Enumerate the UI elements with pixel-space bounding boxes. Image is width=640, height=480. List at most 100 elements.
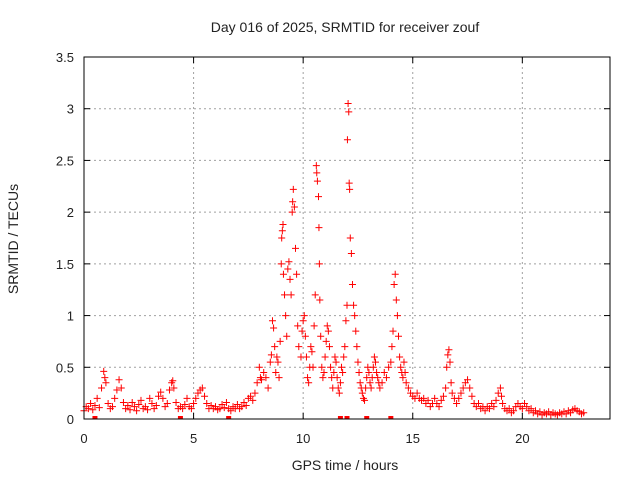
data-point xyxy=(457,389,465,397)
data-point xyxy=(146,394,154,402)
data-point xyxy=(93,394,101,402)
data-point xyxy=(302,353,310,361)
data-point xyxy=(390,281,398,289)
data-point xyxy=(397,363,405,371)
data-point xyxy=(284,265,292,273)
data-point xyxy=(459,384,467,392)
data-point xyxy=(271,343,279,351)
data-point xyxy=(350,301,358,309)
data-point xyxy=(439,392,447,400)
data-point xyxy=(316,296,324,304)
axis-ticks xyxy=(83,56,610,420)
data-point xyxy=(343,136,351,144)
data-point xyxy=(318,363,326,371)
near-zero-marker xyxy=(226,416,232,419)
data-point xyxy=(446,358,454,366)
data-point xyxy=(233,401,241,409)
plot-frame xyxy=(83,56,611,420)
tick-labels: 0 0.5 1 1.5 2 2.5 3 3.5 0 5 10 15 20 xyxy=(56,50,530,446)
data-point xyxy=(518,405,526,413)
data-point xyxy=(399,374,407,382)
data-point xyxy=(325,343,333,351)
data-point xyxy=(267,351,275,359)
data-point xyxy=(304,374,312,382)
data-point xyxy=(494,389,502,397)
data-point xyxy=(392,296,400,304)
data-point xyxy=(354,358,362,366)
data-point xyxy=(247,392,255,400)
data-point xyxy=(170,384,178,392)
data-point xyxy=(190,399,198,407)
data-point xyxy=(133,407,141,415)
data-point xyxy=(317,332,325,340)
data-point xyxy=(356,379,364,387)
data-point xyxy=(126,406,134,414)
data-point xyxy=(298,327,306,335)
data-point xyxy=(327,363,335,371)
data-point xyxy=(370,353,378,361)
data-point xyxy=(169,377,177,385)
data-point xyxy=(300,312,308,320)
data-point xyxy=(391,270,399,278)
data-point xyxy=(115,376,123,384)
data-point xyxy=(216,405,224,413)
data-point xyxy=(222,398,230,406)
data-point xyxy=(255,363,263,371)
data-point xyxy=(251,389,259,397)
data-point xyxy=(320,368,328,376)
data-point xyxy=(442,384,450,392)
near-zero-marker xyxy=(177,416,183,419)
data-point xyxy=(198,384,206,392)
data-point xyxy=(315,193,323,201)
data-point xyxy=(492,396,500,404)
data-point xyxy=(278,234,286,242)
data-point xyxy=(309,363,317,371)
data-point xyxy=(286,275,294,283)
data-point xyxy=(287,291,295,299)
data-point xyxy=(369,363,377,371)
data-point xyxy=(308,348,316,356)
data-point xyxy=(117,384,125,392)
data-point xyxy=(285,258,293,266)
data-point xyxy=(389,327,397,335)
data-point xyxy=(376,384,384,392)
data-point xyxy=(102,379,110,387)
data-point xyxy=(275,374,283,382)
data-point xyxy=(340,353,348,361)
data-point xyxy=(238,403,246,411)
data-point xyxy=(165,386,173,394)
data-point xyxy=(84,405,92,413)
data-point xyxy=(315,224,323,232)
data-point xyxy=(295,343,303,351)
data-point xyxy=(444,351,452,359)
data-point xyxy=(505,405,513,413)
data-point xyxy=(348,281,356,289)
data-point xyxy=(468,392,476,400)
data-point xyxy=(353,343,361,351)
data-point xyxy=(335,389,343,397)
y-tick-label: 1 xyxy=(67,309,74,324)
data-point xyxy=(159,394,167,402)
data-point xyxy=(466,384,474,392)
data-point xyxy=(258,376,266,384)
data-point xyxy=(490,403,498,411)
data-point xyxy=(101,374,109,382)
data-point xyxy=(290,203,298,211)
data-point xyxy=(378,379,386,387)
near-zero-marker xyxy=(92,416,98,419)
data-point xyxy=(163,399,171,407)
data-point xyxy=(282,312,290,320)
data-point xyxy=(510,407,518,415)
data-point xyxy=(270,324,278,332)
data-point xyxy=(95,404,103,412)
data-point xyxy=(338,363,346,371)
data-point xyxy=(431,394,439,402)
chart-title: Day 016 of 2025, SRMTID for receiver zou… xyxy=(211,19,480,35)
data-point xyxy=(288,208,296,216)
data-point xyxy=(358,389,366,397)
data-point xyxy=(279,270,287,278)
data-point xyxy=(268,317,276,325)
data-point xyxy=(330,368,338,376)
data-point xyxy=(119,398,127,406)
